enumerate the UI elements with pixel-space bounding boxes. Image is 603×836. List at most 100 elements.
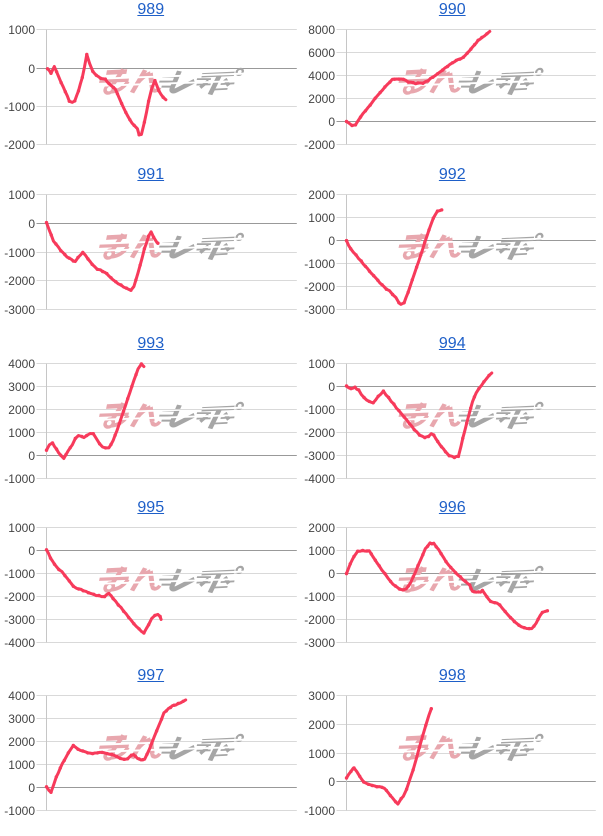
- site-watermark: [395, 567, 542, 593]
- y-tick-label: -2000: [304, 425, 335, 439]
- y-tick-label: 1000: [308, 356, 335, 370]
- slump-line-markers: [44, 220, 160, 292]
- y-tick-label: 3000: [8, 379, 35, 393]
- chart-title-row: 998: [302, 667, 603, 685]
- slump-line: [344, 707, 433, 806]
- chart-plot: 1000 0 -1000 -2000 -3000 -4000: [4, 521, 297, 650]
- y-tick-label: -1000: [304, 590, 335, 604]
- chart-cell: 994 1000 0 -1000 -2000 -3000 -4000: [302, 334, 603, 499]
- y-tick-label: -1000: [4, 100, 35, 114]
- chart-cell: 990 8000 6000 4000 2000 0 -2000: [302, 0, 603, 165]
- y-tick-label: -2000: [304, 138, 335, 152]
- slump-line: [344, 208, 443, 306]
- slump-line-markers: [344, 707, 433, 804]
- y-tick-label: 0: [28, 62, 35, 76]
- slump-line-markers: [344, 373, 491, 459]
- y-tick-label: 2000: [8, 735, 35, 749]
- y-tick-label: 0: [328, 379, 335, 393]
- slump-line-markers: [45, 52, 165, 137]
- y-tick-label: 1000: [8, 23, 35, 37]
- y-tick-label: 2000: [308, 718, 335, 732]
- y-tick-label: -1000: [304, 804, 335, 818]
- y-tick-label: -2000: [4, 274, 35, 288]
- chart-title-row: 994: [302, 335, 603, 353]
- chart-title-link[interactable]: 992: [438, 165, 466, 183]
- y-tick-label: -3000: [304, 636, 335, 650]
- y-tick-label: -1000: [4, 246, 35, 260]
- chart-title-row: 991: [0, 166, 302, 184]
- y-tick-label: -1000: [304, 402, 335, 416]
- chart-title-link[interactable]: 993: [137, 334, 165, 352]
- y-tick-label: -2000: [304, 613, 335, 627]
- chart-plot: 2000 1000 0 -1000 -2000 -3000: [304, 188, 596, 317]
- chart-plot: 1000 0 -1000 -2000 -3000 -4000: [304, 356, 596, 485]
- y-tick-label: -3000: [4, 303, 35, 317]
- chart-title-link[interactable]: 996: [438, 499, 466, 517]
- y-tick-label: 0: [28, 217, 35, 231]
- chart-cell: 993 4000 3000 2000 1000 0 -1000: [0, 334, 302, 499]
- y-tick-label: -2000: [4, 590, 35, 604]
- slump-line-markers: [344, 542, 549, 631]
- y-tick-label: 2000: [308, 521, 335, 535]
- chart-plot: 1000 0 -1000 -2000 -3000: [4, 188, 297, 317]
- chart-title-row: 992: [302, 166, 603, 184]
- y-tick-label: 1000: [308, 211, 335, 225]
- chart-cell: 992 2000 1000 0 -1000 -2000 -3000: [302, 165, 603, 330]
- slump-line-markers: [344, 207, 443, 305]
- chart-title-link[interactable]: 991: [137, 165, 165, 183]
- chart-title-link[interactable]: 994: [438, 334, 466, 352]
- y-tick-label: 0: [328, 115, 335, 129]
- chart-plot: 2000 1000 0 -1000 -2000 -3000: [304, 521, 596, 650]
- y-tick-label: 8000: [308, 23, 335, 37]
- chart-title-link[interactable]: 990: [438, 1, 466, 18]
- site-watermark: [96, 234, 243, 260]
- slump-line-markers: [344, 32, 489, 128]
- slump-line-markers: [44, 699, 185, 795]
- chart-cell: 998 3000 2000 1000 0 -1000: [302, 666, 603, 831]
- slump-line: [344, 541, 549, 631]
- y-tick-label: 0: [28, 781, 35, 795]
- y-tick-label: 1000: [308, 747, 335, 761]
- y-tick-label: 0: [328, 567, 335, 581]
- slump-line-markers: [44, 361, 144, 457]
- site-watermark: [96, 69, 243, 95]
- y-tick-label: 0: [28, 448, 35, 462]
- y-tick-label: 0: [328, 775, 335, 789]
- chart-plot: 4000 3000 2000 1000 0 -1000: [4, 689, 297, 818]
- y-tick-label: 3000: [8, 712, 35, 726]
- chart-title-row: 995: [0, 499, 302, 517]
- y-tick-label: 2000: [308, 188, 335, 202]
- y-tick-label: -2000: [304, 280, 335, 294]
- chart-plot: 8000 6000 4000 2000 0 -2000: [304, 23, 596, 152]
- chart-cell: 997 4000 3000 2000 1000 0 -1000: [0, 666, 302, 831]
- slump-line: [45, 548, 163, 635]
- y-tick-label: 1000: [8, 188, 35, 202]
- chart-title-link[interactable]: 989: [137, 1, 165, 18]
- chart-cell: 996 2000 1000 0 -1000 -2000 -3000: [302, 498, 603, 663]
- y-tick-label: -1000: [4, 804, 35, 818]
- chart-title-link[interactable]: 998: [438, 667, 466, 685]
- chart-plot: 3000 2000 1000 0 -1000: [304, 689, 596, 818]
- chart-title-row: 990: [302, 1, 603, 19]
- slump-line-markers: [44, 548, 162, 636]
- chart-cell: 989 1000 0 -1000 -2000: [0, 0, 302, 165]
- chart-title-link[interactable]: 995: [137, 499, 165, 517]
- y-tick-label: 4000: [8, 356, 35, 370]
- y-tick-label: 2000: [8, 402, 35, 416]
- y-tick-label: -3000: [4, 613, 35, 627]
- chart-title-row: 996: [302, 499, 603, 517]
- chart-title-row: 997: [0, 667, 302, 685]
- y-tick-label: -2000: [4, 138, 35, 152]
- slump-line: [45, 362, 146, 460]
- y-tick-label: -1000: [304, 257, 335, 271]
- y-tick-label: -4000: [4, 636, 35, 650]
- y-tick-label: 1000: [8, 425, 35, 439]
- chart-title-link[interactable]: 997: [137, 667, 165, 685]
- y-tick-label: 0: [28, 544, 35, 558]
- y-tick-label: 1000: [8, 521, 35, 535]
- site-watermark: [96, 567, 243, 593]
- y-tick-label: -1000: [4, 567, 35, 581]
- chart-plot: 1000 0 -1000 -2000: [4, 23, 297, 152]
- y-tick-label: -3000: [304, 448, 335, 462]
- chart-cell: 991 1000 0 -1000 -2000 -3000: [0, 165, 302, 330]
